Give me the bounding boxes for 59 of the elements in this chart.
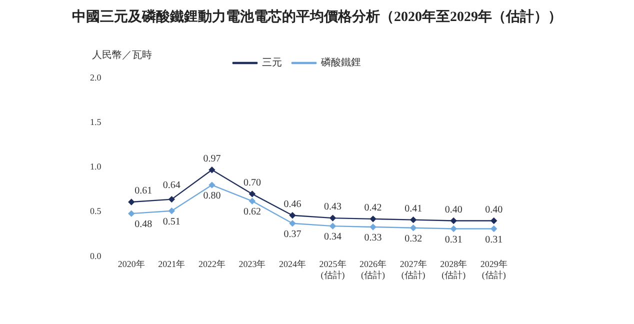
data-label: 0.31 bbox=[444, 234, 462, 246]
data-label: 0.48 bbox=[134, 219, 152, 230]
y-tick-label: 0.5 bbox=[90, 206, 102, 216]
point bbox=[370, 224, 376, 230]
x-tick-label: 2024年 bbox=[278, 259, 306, 270]
point bbox=[410, 224, 416, 231]
point bbox=[249, 198, 256, 204]
point bbox=[450, 218, 457, 224]
y-tick-label: 1.5 bbox=[90, 116, 102, 127]
data-label: 0.61 bbox=[134, 186, 152, 197]
data-label: 0.32 bbox=[404, 233, 422, 244]
chart-title: 中國三元及磷酸鐵鋰動力電池電芯的平均價格分析（2020年至2029年（估計）） bbox=[71, 8, 563, 26]
y-tick-label: 1.0 bbox=[90, 162, 102, 172]
point bbox=[410, 216, 416, 223]
data-label: 0.80 bbox=[203, 190, 221, 202]
data-label: 0.34 bbox=[324, 232, 342, 243]
point bbox=[208, 182, 216, 188]
point bbox=[450, 226, 457, 232]
data-label: 0.70 bbox=[243, 178, 261, 189]
data-label: 0.41 bbox=[404, 203, 422, 214]
point bbox=[249, 190, 256, 198]
x-tick-label: 2029年 (估計) bbox=[480, 259, 508, 280]
point bbox=[128, 198, 134, 206]
point bbox=[289, 212, 296, 218]
data-label: 0.31 bbox=[485, 234, 503, 246]
point bbox=[370, 216, 376, 222]
legend-label: 三元 bbox=[262, 58, 282, 69]
x-tick-label: 2020年 bbox=[118, 259, 145, 270]
data-label: 0.62 bbox=[243, 206, 261, 218]
point bbox=[208, 166, 216, 173]
data-label: 0.64 bbox=[162, 180, 180, 191]
data-label: 0.40 bbox=[444, 204, 462, 216]
point bbox=[289, 220, 296, 226]
x-tick-label: 2026年 (估計) bbox=[360, 259, 387, 280]
x-tick-label: 2028年 (估計) bbox=[440, 259, 468, 280]
data-label: 0.43 bbox=[324, 202, 342, 213]
x-tick-label: 2021年 bbox=[158, 259, 186, 270]
y-tick-label: 0.0 bbox=[90, 250, 102, 261]
point bbox=[490, 226, 497, 232]
data-label: 0.33 bbox=[364, 232, 382, 244]
x-tick-label: 2022年 bbox=[198, 259, 226, 270]
x-tick-label: 2023年 bbox=[238, 259, 266, 270]
legend-label: 磷酸鐵鋰 bbox=[320, 56, 361, 69]
point bbox=[168, 196, 175, 202]
data-label: 0.51 bbox=[162, 216, 180, 228]
x-tick-label: 2027年 (估計) bbox=[400, 259, 427, 280]
point bbox=[330, 222, 336, 230]
data-label: 0.37 bbox=[284, 229, 302, 240]
data-label: 0.97 bbox=[203, 154, 221, 164]
point bbox=[168, 208, 175, 214]
point bbox=[330, 214, 336, 222]
x-tick-label: 2025年 (估計) bbox=[319, 259, 346, 280]
data-label: 0.40 bbox=[485, 204, 503, 216]
y-tick-label: 2.0 bbox=[90, 72, 102, 82]
y-axis-title: 人民幣／瓦時 bbox=[92, 48, 152, 62]
point bbox=[490, 218, 497, 224]
data-label: 0.46 bbox=[284, 198, 302, 210]
point bbox=[128, 210, 134, 217]
data-label: 0.42 bbox=[364, 202, 382, 214]
